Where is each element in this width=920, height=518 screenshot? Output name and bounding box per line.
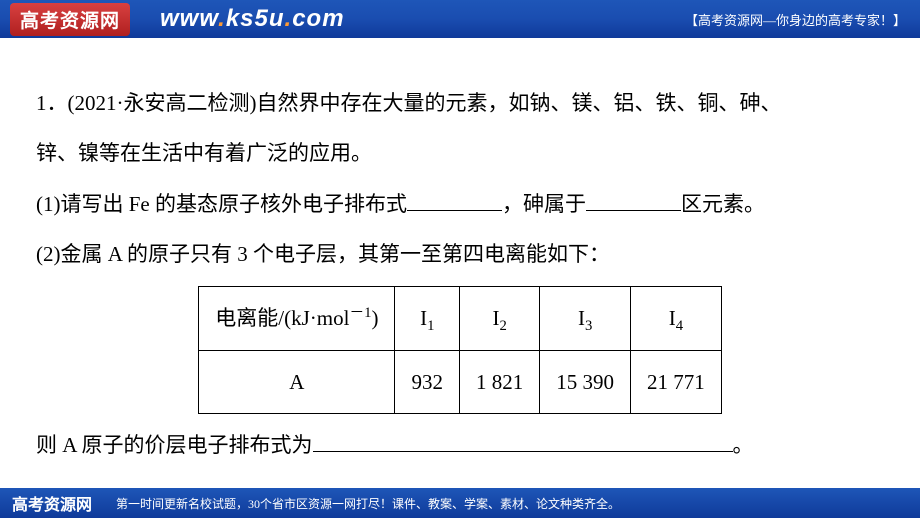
question-source: (2021·永安高二检测): [68, 91, 257, 115]
stem-text-1a: 自然界中存在大量的元素，如钠、镁、铝、铁、铜、砷、: [256, 91, 781, 115]
subscript: 4: [676, 318, 683, 334]
table-row: 电离能/(kJ·mol－1) I1 I2 I3 I4: [199, 286, 721, 350]
sq3-text-b: 。: [733, 433, 754, 457]
sq1-text-c: 区元素。: [681, 192, 765, 216]
table-cell-value: 15 390: [540, 351, 631, 414]
th-close: ): [371, 306, 378, 330]
sq1-text-a: (1)请写出 Fe 的基态原子核外电子排布式: [36, 192, 407, 216]
top-banner: 高考资源网 www.ks5u.com 【高考资源网—你身边的高考专家！】: [0, 0, 920, 38]
table-header-i1: I1: [395, 286, 460, 350]
sq3-text-a: 则 A 原子的价层电子排布式为: [36, 433, 313, 457]
th-i: I: [420, 306, 427, 330]
sub-question-2: (2)金属 A 的原子只有 3 个电子层，其第一至第四电离能如下：: [36, 229, 884, 279]
subscript: 2: [499, 318, 506, 334]
question-stem-line1: 1．(2021·永安高二检测)自然界中存在大量的元素，如钠、镁、铝、铁、铜、砷、: [36, 78, 884, 128]
url-www: www: [160, 5, 218, 32]
sq1-text-b: ，砷属于: [502, 192, 586, 216]
table-row: A 932 1 821 15 390 21 771: [199, 351, 721, 414]
fill-blank-long: [313, 429, 733, 452]
footer-text: 第一时间更新名校试题，30个省市区资源一网打尽！课件、教案、学案、素材、论文种类…: [116, 495, 908, 512]
sub-question-1: (1)请写出 Fe 的基态原子核外电子排布式 ，砷属于 区元素。: [36, 179, 884, 229]
table-header-i3: I3: [540, 286, 631, 350]
th-i: I: [669, 306, 676, 330]
table-cell-value: 21 771: [630, 351, 721, 414]
table-cell-element: A: [199, 351, 395, 414]
th-text: 电离能/(kJ·mol: [215, 306, 349, 330]
table-header-i2: I2: [459, 286, 539, 350]
dot-icon: .: [218, 5, 226, 32]
table-header-energy: 电离能/(kJ·mol－1): [199, 286, 395, 350]
url-suffix: com: [292, 5, 344, 32]
exponent: －1: [349, 305, 371, 321]
question-stem-line2: 锌、镍等在生活中有着广泛的应用。: [36, 128, 884, 178]
subscript: 3: [585, 318, 592, 334]
subscript: 1: [427, 318, 434, 334]
fill-blank: [407, 188, 502, 211]
question-number: 1．: [36, 91, 68, 115]
bottom-banner: 高考资源网 第一时间更新名校试题，30个省市区资源一网打尽！课件、教案、学案、素…: [0, 488, 920, 518]
table-header-i4: I4: [630, 286, 721, 350]
th-i: I: [578, 306, 585, 330]
table-cell-value: 1 821: [459, 351, 539, 414]
question-content: 1．(2021·永安高二检测)自然界中存在大量的元素，如钠、镁、铝、铁、铜、砷、…: [0, 38, 920, 471]
site-logo: 高考资源网: [10, 3, 130, 36]
url-mid: ks5u: [226, 5, 285, 32]
ionization-table: 电离能/(kJ·mol－1) I1 I2 I3 I4 A 932 1 821 1…: [198, 286, 721, 415]
footer-logo: 高考资源网: [12, 491, 92, 515]
sub-question-3: 则 A 原子的价层电子排布式为 。: [36, 420, 884, 470]
table-cell-value: 932: [395, 351, 460, 414]
site-tagline: 【高考资源网—你身边的高考专家！】: [685, 10, 906, 29]
fill-blank: [586, 188, 681, 211]
site-url: www.ks5u.com: [160, 5, 345, 33]
